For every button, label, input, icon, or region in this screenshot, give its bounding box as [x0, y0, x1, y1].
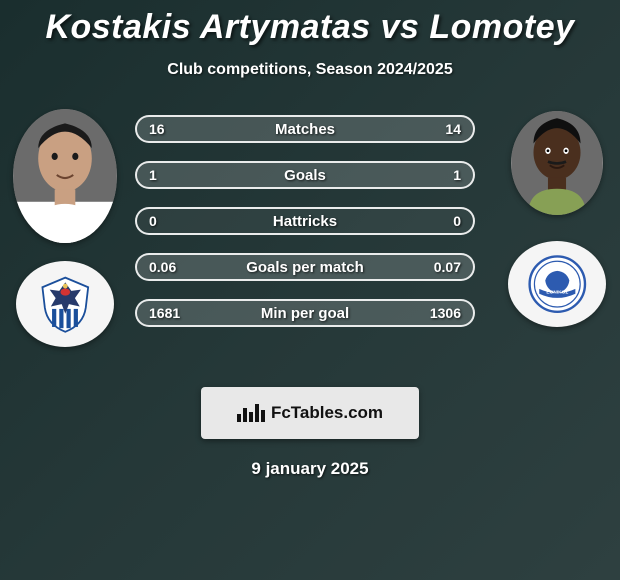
stat-label: Min per goal [261, 305, 349, 322]
player-right-crest: EΘNIKOΣ [508, 241, 606, 327]
bar-chart-icon [237, 404, 265, 422]
bar-fill-left [137, 163, 305, 187]
stat-left-value: 0 [149, 213, 157, 229]
stat-right-value: 14 [445, 121, 461, 137]
logo-text: FcTables.com [271, 403, 383, 423]
stat-right-value: 1306 [430, 305, 461, 321]
stat-left-value: 1 [149, 167, 157, 183]
stat-left-value: 1681 [149, 305, 180, 321]
stat-bar: 1681 Min per goal 1306 [135, 299, 475, 327]
player-left-crest [16, 261, 114, 347]
stat-bar: 0.06 Goals per match 0.07 [135, 253, 475, 281]
left-player-column [10, 109, 120, 347]
comparison-content: EΘNIKOΣ 16 Matches 14 1 Goals 1 0 Hattricks 0 0.0… [0, 109, 620, 369]
stat-left-value: 0.06 [149, 259, 176, 275]
stat-left-value: 16 [149, 121, 165, 137]
fctables-logo: FcTables.com [201, 387, 419, 439]
stat-label: Hattricks [273, 213, 337, 230]
subtitle: Club competitions, Season 2024/2025 [0, 61, 620, 79]
stat-label: Matches [275, 121, 335, 138]
stat-label: Goals [284, 167, 326, 184]
right-player-column: EΘNIKOΣ [502, 109, 612, 327]
date-text: 9 january 2025 [0, 459, 620, 479]
stat-bar: 16 Matches 14 [135, 115, 475, 143]
bar-fill-right [305, 163, 473, 187]
stat-right-value: 0.07 [434, 259, 461, 275]
stat-bar: 0 Hattricks 0 [135, 207, 475, 235]
player-left-photo [13, 109, 117, 243]
player-right-photo [511, 111, 603, 215]
stat-bars: 16 Matches 14 1 Goals 1 0 Hattricks 0 0.06 Goals p… [135, 115, 475, 327]
stat-bar: 1 Goals 1 [135, 161, 475, 189]
svg-text:EΘNIKOΣ: EΘNIKOΣ [546, 290, 568, 296]
stat-right-value: 0 [453, 213, 461, 229]
stat-label: Goals per match [246, 259, 364, 276]
stat-right-value: 1 [453, 167, 461, 183]
page-title: Kostakis Artymatas vs Lomotey [0, 0, 620, 47]
